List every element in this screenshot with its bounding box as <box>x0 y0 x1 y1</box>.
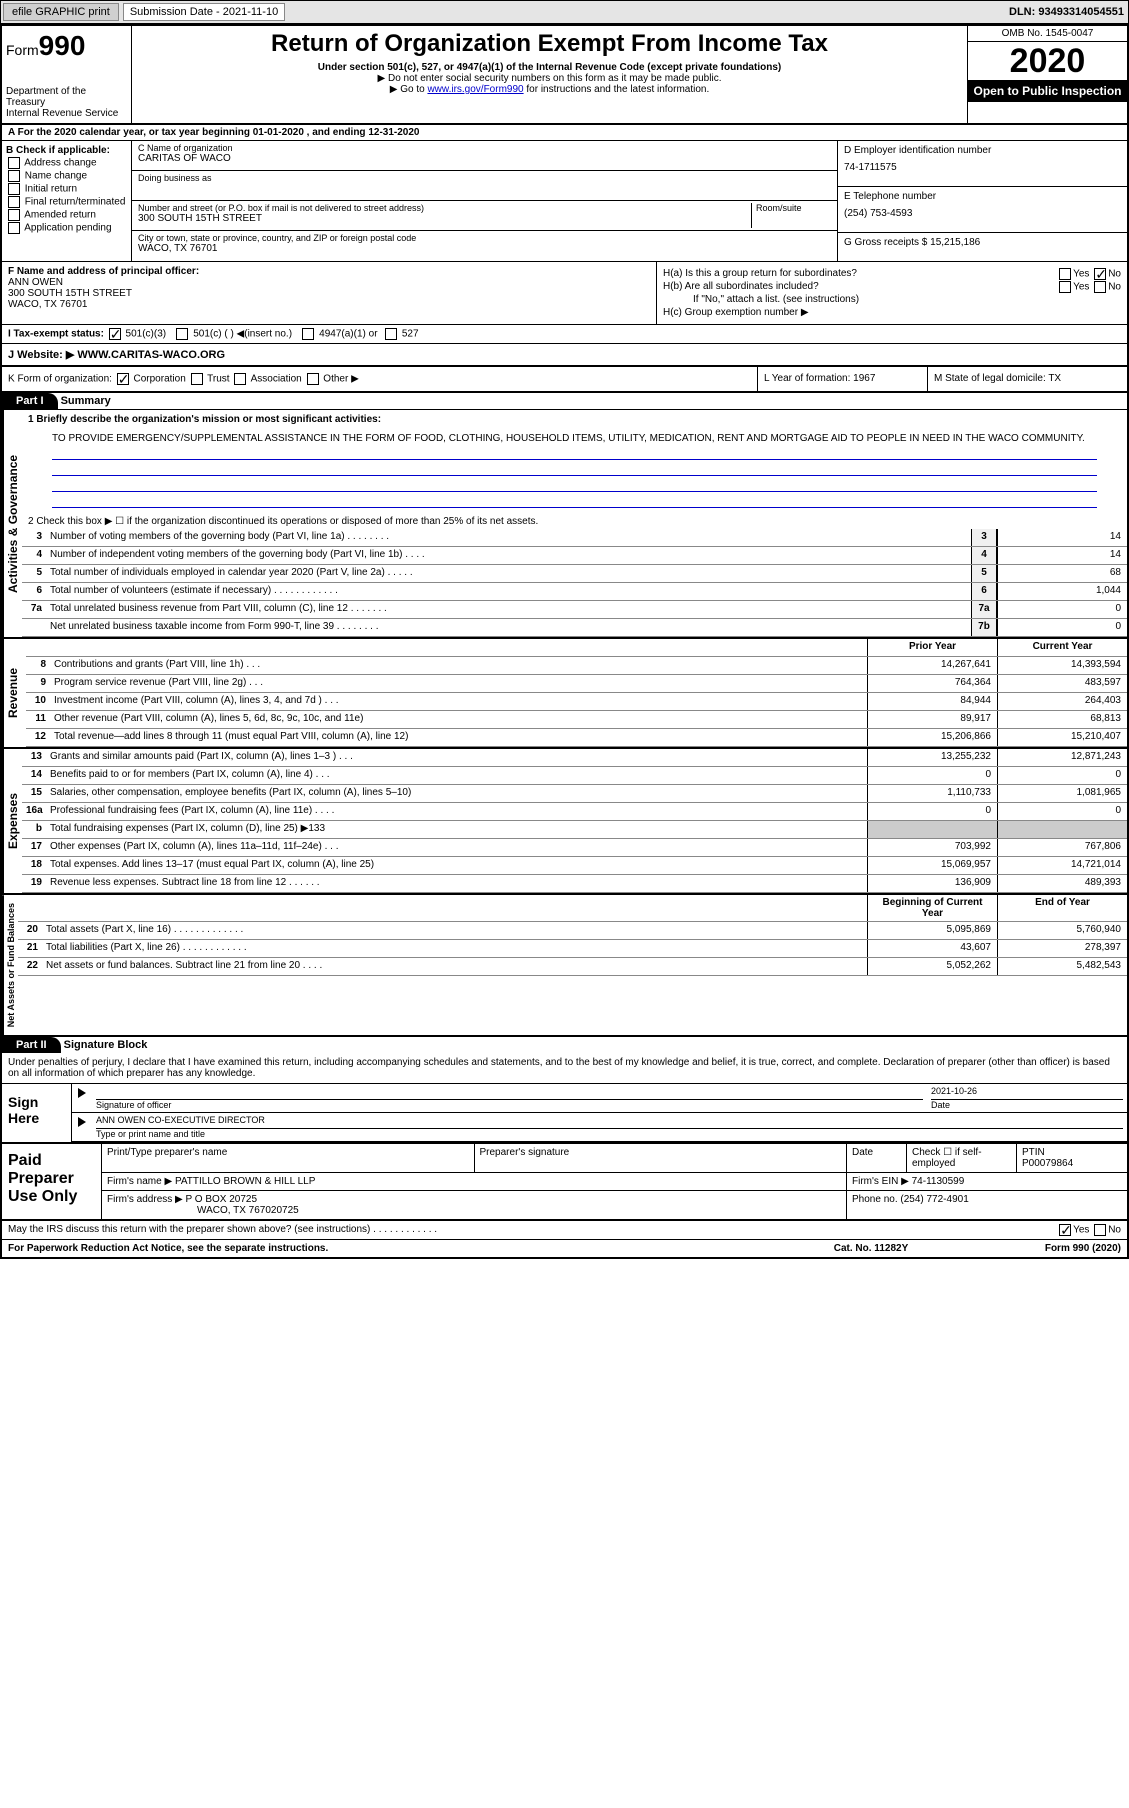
col-h-group: H(a) Is this a group return for subordin… <box>657 262 1127 324</box>
col-c-org-info: C Name of organizationCARITAS OF WACO Do… <box>132 141 837 261</box>
summary-line: 4Number of independent voting members of… <box>22 547 1127 565</box>
summary-line: 9Program service revenue (Part VIII, lin… <box>26 675 1127 693</box>
org-name: CARITAS OF WACO <box>138 153 831 164</box>
cb-address-change[interactable]: Address change <box>6 157 127 169</box>
summary-line: 14Benefits paid to or for members (Part … <box>22 767 1127 785</box>
summary-line: 20Total assets (Part X, line 16) . . . .… <box>18 922 1127 940</box>
discuss-yes-checked <box>1059 1224 1071 1236</box>
firm-name: PATTILLO BROWN & HILL LLP <box>175 1176 315 1187</box>
cb-name-change[interactable]: Name change <box>6 170 127 182</box>
website-url: WWW.CARITAS-WACO.ORG <box>77 349 225 361</box>
subtitle-3: ▶ Go to www.irs.gov/Form990 for instruct… <box>140 84 959 95</box>
summary-line: 8Contributions and grants (Part VIII, li… <box>26 657 1127 675</box>
form-header: Form990 Department of the Treasury Inter… <box>2 26 1127 125</box>
sign-here-label: Sign Here <box>2 1084 72 1142</box>
arrow-icon <box>72 1084 92 1112</box>
cb-application-pending[interactable]: Application pending <box>6 222 127 234</box>
ha-no-checked <box>1094 268 1106 280</box>
part-2-header: Part II <box>2 1037 61 1053</box>
summary-line: 6Total number of volunteers (estimate if… <box>22 583 1127 601</box>
paid-preparer-block: Paid Preparer Use Only Print/Type prepar… <box>2 1142 1127 1221</box>
vlabel-net-assets: Net Assets or Fund Balances <box>2 895 18 1035</box>
row-a-tax-year: A For the 2020 calendar year, or tax yea… <box>2 125 1127 141</box>
submission-date: Submission Date - 2021-11-10 <box>123 3 285 21</box>
summary-line: 16aProfessional fundraising fees (Part I… <box>22 803 1127 821</box>
officer-name: ANN OWEN <box>8 277 650 288</box>
summary-line: 13Grants and similar amounts paid (Part … <box>22 749 1127 767</box>
topbar: efile GRAPHIC print Submission Date - 20… <box>0 0 1129 24</box>
summary-line: bTotal fundraising expenses (Part IX, co… <box>22 821 1127 839</box>
irs-link[interactable]: www.irs.gov/Form990 <box>427 84 523 95</box>
summary-line: 12Total revenue—add lines 8 through 11 (… <box>26 729 1127 747</box>
cb-501c3 <box>109 328 121 340</box>
pra-notice: For Paperwork Reduction Act Notice, see … <box>8 1243 771 1254</box>
summary-line: 10Investment income (Part VIII, column (… <box>26 693 1127 711</box>
firm-ein: 74-1130599 <box>912 1176 965 1187</box>
summary-line: 15Salaries, other compensation, employee… <box>22 785 1127 803</box>
part-1-header: Part I <box>2 393 58 409</box>
vlabel-governance: Activities & Governance <box>2 410 22 637</box>
col-f-officer: F Name and address of principal officer:… <box>2 262 657 324</box>
officer-name-title: ANN OWEN CO-EXECUTIVE DIRECTOR <box>96 1115 1123 1129</box>
summary-line: Net unrelated business taxable income fr… <box>22 619 1127 637</box>
row-m-state: M State of legal domicile: TX <box>927 367 1127 391</box>
efile-button[interactable]: efile GRAPHIC print <box>3 3 119 21</box>
summary-line: 5Total number of individuals employed in… <box>22 565 1127 583</box>
ptin: P00079864 <box>1022 1158 1122 1169</box>
tax-year: 2020 <box>968 42 1127 80</box>
subtitle-2: ▶ Do not enter social security numbers o… <box>140 73 959 84</box>
signature-date: 2021-10-26 <box>931 1086 1123 1100</box>
summary-line: 21Total liabilities (Part X, line 26) . … <box>18 940 1127 958</box>
summary-line: 22Net assets or fund balances. Subtract … <box>18 958 1127 976</box>
mission-statement: TO PROVIDE EMERGENCY/SUPPLEMENTAL ASSIST… <box>22 429 1127 514</box>
officer-address: 300 SOUTH 15TH STREET WACO, TX 76701 <box>8 288 650 310</box>
cb-initial-return[interactable]: Initial return <box>6 183 127 195</box>
row-i-tax-status: I Tax-exempt status: 501(c)(3) 501(c) ( … <box>2 324 1127 343</box>
cb-corporation <box>117 373 129 385</box>
row-j-website: J Website: ▶ WWW.CARITAS-WACO.ORG <box>2 343 1127 367</box>
col-b-checkboxes: B Check if applicable: Address change Na… <box>2 141 132 261</box>
row-k-form-org: K Form of organization: Corporation Trus… <box>2 367 757 391</box>
omb-number: OMB No. 1545-0047 <box>968 26 1127 42</box>
cat-no: Cat. No. 11282Y <box>771 1243 971 1254</box>
part-2: Part II Signature Block Under penalties … <box>2 1037 1127 1142</box>
summary-line: 17Other expenses (Part IX, column (A), l… <box>22 839 1127 857</box>
gross-receipts: 15,215,186 <box>930 237 980 248</box>
cb-final-return[interactable]: Final return/terminated <box>6 196 127 208</box>
firm-phone: (254) 772-4901 <box>900 1194 968 1205</box>
paid-preparer-label: Paid Preparer Use Only <box>2 1144 102 1219</box>
dept-treasury: Department of the Treasury Internal Reve… <box>6 86 127 119</box>
summary-line: 7aTotal unrelated business revenue from … <box>22 601 1127 619</box>
firm-address: P O BOX 20725 <box>186 1194 258 1205</box>
discuss-preparer-row: May the IRS discuss this return with the… <box>2 1221 1127 1240</box>
vlabel-expenses: Expenses <box>2 749 22 893</box>
perjury-declaration: Under penalties of perjury, I declare th… <box>2 1053 1127 1084</box>
ein: 74-1711575 <box>844 162 1121 173</box>
vlabel-revenue: Revenue <box>2 639 26 747</box>
summary-line: 3Number of voting members of the governi… <box>22 529 1127 547</box>
summary-line: 11Other revenue (Part VIII, column (A), … <box>26 711 1127 729</box>
form-title: Return of Organization Exempt From Incom… <box>140 30 959 58</box>
subtitle-1: Under section 501(c), 527, or 4947(a)(1)… <box>140 62 959 73</box>
summary-line: 19Revenue less expenses. Subtract line 1… <box>22 875 1127 893</box>
cb-amended[interactable]: Amended return <box>6 209 127 221</box>
city-state-zip: WACO, TX 76701 <box>138 243 831 254</box>
telephone: (254) 753-4593 <box>844 208 1121 219</box>
part-1: Part I Summary Activities & Governance 1… <box>2 393 1127 1037</box>
street-address: 300 SOUTH 15TH STREET <box>138 213 751 224</box>
form-footer: Form 990 (2020) <box>971 1243 1121 1254</box>
summary-line: 18Total expenses. Add lines 13–17 (must … <box>22 857 1127 875</box>
form-number: Form990 <box>6 30 127 62</box>
dln: DLN: 93493314054551 <box>1009 6 1128 18</box>
public-inspection: Open to Public Inspection <box>968 80 1127 102</box>
row-l-year: L Year of formation: 1967 <box>757 367 927 391</box>
